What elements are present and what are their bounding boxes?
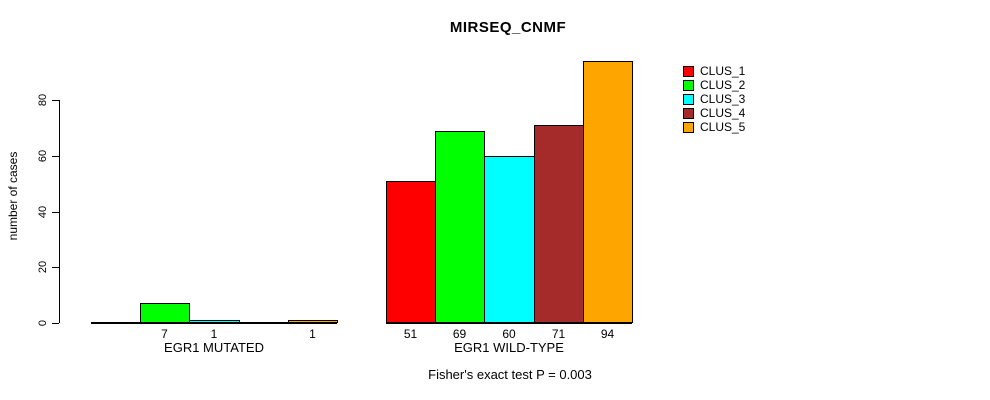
y-axis-tick-label: 0 (37, 319, 49, 327)
legend-item-clus_5: CLUS_5 (683, 120, 745, 134)
y-axis-tick-label: 80 (37, 93, 49, 107)
legend-swatch-icon (683, 93, 694, 105)
legend-swatch-icon (683, 121, 694, 133)
bar-value-label: 60 (502, 327, 516, 341)
legend-swatch-icon (683, 107, 694, 119)
y-axis-tick (52, 266, 59, 268)
legend-item-clus_1: CLUS_1 (683, 64, 745, 78)
y-axis-tick (52, 155, 59, 157)
legend-swatch-icon (683, 79, 694, 91)
bar-value-label: 69 (452, 327, 467, 341)
chart-title: MIRSEQ_CNMF (449, 19, 567, 36)
bar-clus_3 (189, 320, 240, 323)
bar-clus_1 (386, 181, 436, 323)
bar-clus_5 (583, 61, 633, 323)
group-label-egr1-mutated: EGR1 MUTATED (164, 340, 264, 355)
bar-clus_2 (140, 303, 190, 323)
legend-label: CLUS_3 (700, 92, 746, 106)
bar-value-label: 51 (403, 327, 418, 341)
y-axis-tick (52, 211, 59, 213)
legend-label: CLUS_2 (700, 78, 746, 92)
group-label-egr1-wild-type: EGR1 WILD-TYPE (454, 340, 564, 355)
bar-value-label: 71 (551, 327, 566, 341)
legend-label: CLUS_5 (700, 120, 746, 134)
legend: CLUS_1 CLUS_2 CLUS_3 CLUS_4 CLUS_5 (683, 64, 745, 134)
bar-value-label: 1 (309, 327, 316, 341)
y-axis-label: number of cases (6, 151, 20, 241)
bar-clus_2 (435, 131, 485, 323)
y-axis-line (59, 100, 61, 323)
legend-label: CLUS_1 (700, 64, 746, 78)
legend-item-clus_4: CLUS_4 (683, 106, 745, 120)
bar-clus_5 (288, 320, 338, 323)
y-axis-tick-label: 40 (37, 205, 49, 219)
bar-value-label: 1 (210, 327, 218, 341)
bar-value-label: 7 (161, 327, 168, 341)
legend-swatch-icon (683, 65, 694, 77)
legend-item-clus_2: CLUS_2 (683, 78, 745, 92)
y-axis-tick-label: 20 (37, 260, 49, 274)
bar-value-label: 94 (600, 327, 615, 341)
fisher-test-annotation: Fisher's exact test P = 0.003 (428, 367, 592, 382)
y-axis-tick (52, 99, 59, 101)
legend-label: CLUS_4 (700, 106, 746, 120)
y-axis-tick (52, 322, 59, 324)
legend-item-clus_3: CLUS_3 (683, 92, 745, 106)
bar-clus_3 (484, 156, 535, 323)
y-axis-tick-label: 60 (37, 149, 49, 163)
bar-clus_4 (534, 125, 584, 323)
